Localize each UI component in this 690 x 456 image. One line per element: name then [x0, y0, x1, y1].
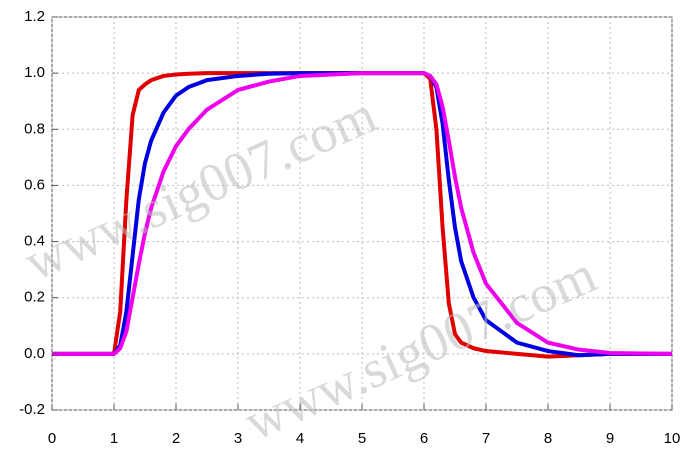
x-tick-label: 7 [482, 430, 490, 447]
x-tick-label: 6 [420, 430, 428, 447]
x-tick-label: 1 [110, 430, 118, 447]
x-tick-label: 0 [48, 430, 56, 447]
x-tick-label: 3 [234, 430, 242, 447]
x-tick-label: 4 [296, 430, 304, 447]
y-tick-label: 0.2 [24, 289, 45, 306]
y-tick-label: 0.8 [24, 120, 45, 137]
watermark: www.sig007.com [236, 244, 605, 452]
y-tick-label: 0.4 [24, 233, 45, 250]
x-tick-label: 5 [358, 430, 366, 447]
y-tick-label: -0.2 [19, 401, 45, 418]
x-tick-label: 2 [172, 430, 180, 447]
y-tick-label: 1.2 [24, 8, 45, 25]
x-tick-label: 10 [664, 430, 681, 447]
series-line [52, 71, 673, 356]
y-tick-label: 1.0 [24, 64, 45, 81]
y-tick-label: 0.6 [24, 176, 45, 193]
lines [52, 71, 673, 359]
x-tick-label: 8 [544, 430, 552, 447]
y-tick-label: 0.0 [24, 345, 45, 362]
series-line [52, 71, 672, 358]
x-tick-label: 9 [606, 430, 614, 447]
